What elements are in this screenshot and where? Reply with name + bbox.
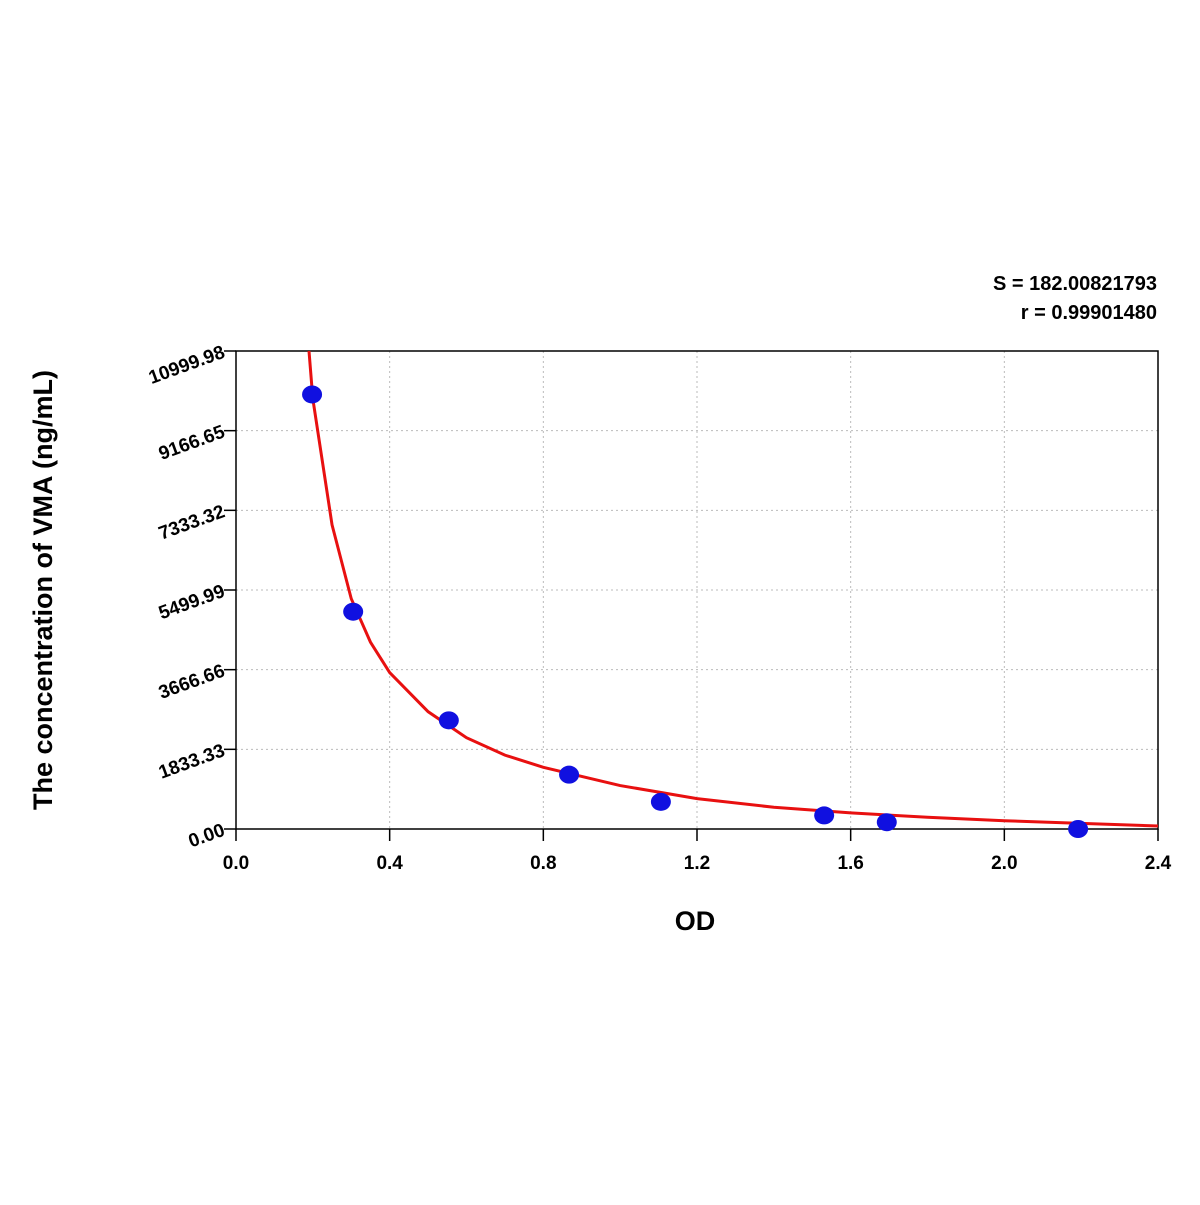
x-tick-label: 0.8 — [530, 853, 556, 874]
data-point — [438, 711, 459, 730]
x-tick-label: 2.4 — [1145, 853, 1172, 874]
x-axis-label: OD — [675, 906, 716, 936]
fit-curve — [307, 350, 1159, 828]
x-tick-label: 2.0 — [991, 853, 1017, 874]
data-point — [559, 765, 580, 784]
annotation: r = 0.99901480 — [1021, 302, 1157, 324]
data-point — [814, 806, 835, 825]
data-point — [650, 792, 671, 811]
data-point — [876, 813, 897, 832]
plot-frame — [235, 350, 1159, 830]
x-tick-label: 1.6 — [837, 853, 863, 874]
y-axis-label: The concentration of VMA (ng/mL) — [28, 370, 58, 810]
x-tick-label: 0.4 — [376, 853, 403, 874]
x-tick-label: 1.2 — [684, 853, 710, 874]
data-point — [302, 385, 323, 404]
x-tick-label: 0.0 — [223, 853, 249, 874]
data-point — [1068, 820, 1089, 838]
data-point — [343, 602, 364, 621]
annotation: S = 182.00821793 — [993, 273, 1157, 295]
